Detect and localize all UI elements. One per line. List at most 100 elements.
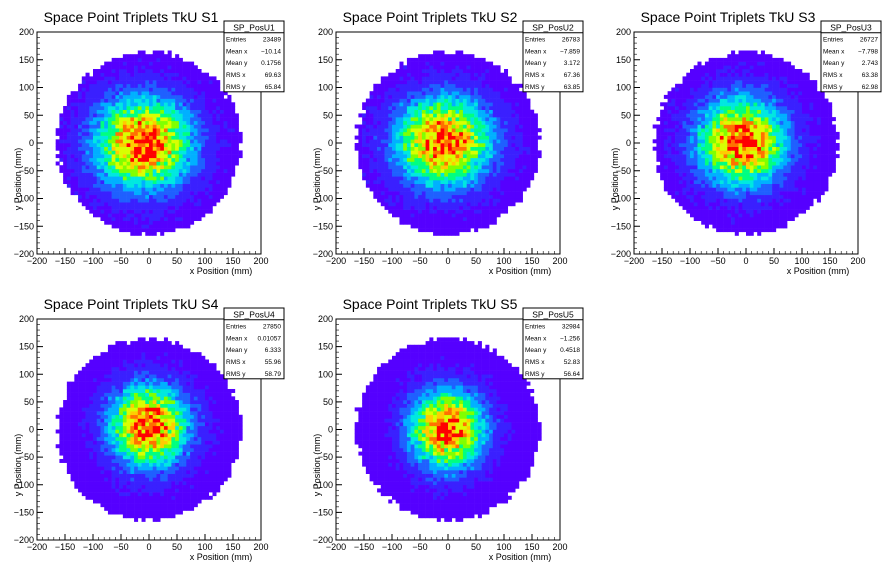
histogram-bin bbox=[459, 165, 464, 170]
histogram-bin bbox=[152, 213, 157, 218]
histogram-bin bbox=[160, 224, 165, 229]
histogram-bin bbox=[515, 139, 520, 144]
histogram-bin bbox=[678, 165, 683, 170]
histogram-bin bbox=[462, 154, 467, 159]
histogram-bin bbox=[530, 168, 535, 173]
histogram-bin bbox=[511, 143, 516, 147]
histogram-bin bbox=[485, 131, 490, 136]
histogram-bin bbox=[152, 161, 157, 166]
histogram-bin bbox=[440, 94, 445, 99]
histogram-bin bbox=[693, 94, 698, 99]
histogram-bin bbox=[451, 213, 456, 218]
histogram-bin bbox=[81, 117, 86, 122]
histogram-bin bbox=[141, 50, 146, 55]
histogram-bin bbox=[485, 83, 490, 88]
histogram-bin bbox=[137, 124, 142, 129]
histogram-bin bbox=[731, 128, 736, 133]
histogram-bin bbox=[216, 187, 221, 192]
histogram-bin bbox=[182, 213, 187, 218]
histogram-bin bbox=[708, 109, 713, 114]
histogram-bin bbox=[455, 209, 460, 214]
histogram-bin bbox=[448, 231, 453, 236]
histogram-panel-2: Space Point Triplets TkU S2−200 −150 −100−… bbox=[312, 9, 584, 276]
histogram-bin bbox=[734, 198, 739, 203]
histogram-bin bbox=[451, 194, 456, 199]
histogram-bin bbox=[704, 165, 709, 170]
histogram-bin bbox=[145, 98, 150, 103]
histogram-bin bbox=[167, 98, 172, 103]
histogram-bin bbox=[126, 83, 131, 88]
histogram-bin bbox=[152, 102, 157, 107]
histogram-bin bbox=[167, 120, 172, 125]
histogram-bin bbox=[474, 168, 479, 173]
histogram-bin bbox=[462, 61, 467, 66]
histogram-bin bbox=[656, 143, 661, 147]
histogram-bin bbox=[130, 194, 135, 199]
histogram-bin bbox=[477, 154, 482, 159]
histogram-bin bbox=[205, 194, 210, 199]
histogram-bin bbox=[477, 109, 482, 114]
histogram-bin bbox=[485, 213, 490, 218]
histogram-bin bbox=[201, 180, 206, 184]
histogram-bin bbox=[470, 191, 475, 196]
histogram-bin bbox=[470, 76, 475, 81]
histogram-bin bbox=[697, 213, 702, 218]
histogram-bin bbox=[380, 139, 385, 144]
histogram-bin bbox=[682, 157, 687, 162]
histogram-bin bbox=[163, 213, 168, 218]
histogram-bin bbox=[496, 120, 501, 125]
histogram-bin bbox=[429, 120, 434, 125]
histogram-bin bbox=[373, 168, 378, 173]
histogram-bin bbox=[678, 168, 683, 173]
histogram-bin bbox=[663, 146, 668, 151]
histogram-bin bbox=[137, 209, 142, 214]
histogram-bin bbox=[481, 143, 486, 147]
histogram-bin bbox=[712, 180, 717, 184]
histogram-bin bbox=[429, 91, 434, 96]
histogram-bin bbox=[727, 194, 732, 199]
histogram-bin bbox=[362, 176, 367, 181]
histogram-bin bbox=[663, 117, 668, 122]
histogram-bin bbox=[384, 191, 389, 196]
histogram-bin bbox=[686, 131, 691, 136]
histogram-bin bbox=[66, 176, 71, 181]
histogram-bin bbox=[671, 143, 676, 147]
histogram-bin bbox=[522, 176, 527, 181]
histogram-bin bbox=[716, 83, 721, 88]
histogram-bin bbox=[70, 143, 75, 147]
histogram-bin bbox=[500, 76, 505, 81]
histogram-bin bbox=[448, 146, 453, 151]
histogram-bin bbox=[418, 69, 423, 73]
histogram-bin bbox=[708, 76, 713, 81]
histogram-bin bbox=[152, 131, 157, 136]
histogram-bin bbox=[403, 98, 408, 103]
histogram-bin bbox=[197, 194, 202, 199]
histogram-bin bbox=[466, 128, 471, 133]
histogram-bin bbox=[686, 154, 691, 159]
histogram-bin bbox=[115, 176, 120, 181]
histogram-bin bbox=[130, 54, 135, 59]
histogram-bin bbox=[671, 150, 676, 155]
histogram-bin bbox=[126, 194, 131, 199]
histogram-bin bbox=[231, 106, 236, 110]
histogram-bin bbox=[182, 113, 187, 118]
histogram-bin bbox=[93, 124, 98, 129]
histogram-bin bbox=[678, 98, 683, 103]
histogram-bin bbox=[223, 124, 228, 129]
histogram-bin bbox=[201, 143, 206, 147]
histogram-bin bbox=[141, 187, 146, 192]
histogram-bin bbox=[421, 161, 426, 166]
histogram-bin bbox=[160, 231, 165, 236]
histogram-bin bbox=[141, 72, 146, 77]
histogram-bin bbox=[104, 124, 109, 129]
histogram-bin bbox=[104, 72, 109, 77]
histogram-bin bbox=[212, 120, 217, 125]
histogram-bin bbox=[149, 54, 154, 59]
histogram-bin bbox=[145, 54, 150, 59]
histogram-bin bbox=[436, 72, 441, 77]
histogram-bin bbox=[141, 98, 146, 103]
histogram-bin bbox=[433, 161, 438, 166]
histogram-bin bbox=[723, 217, 728, 221]
histogram-bin bbox=[459, 150, 464, 155]
histogram-bin bbox=[719, 72, 724, 77]
